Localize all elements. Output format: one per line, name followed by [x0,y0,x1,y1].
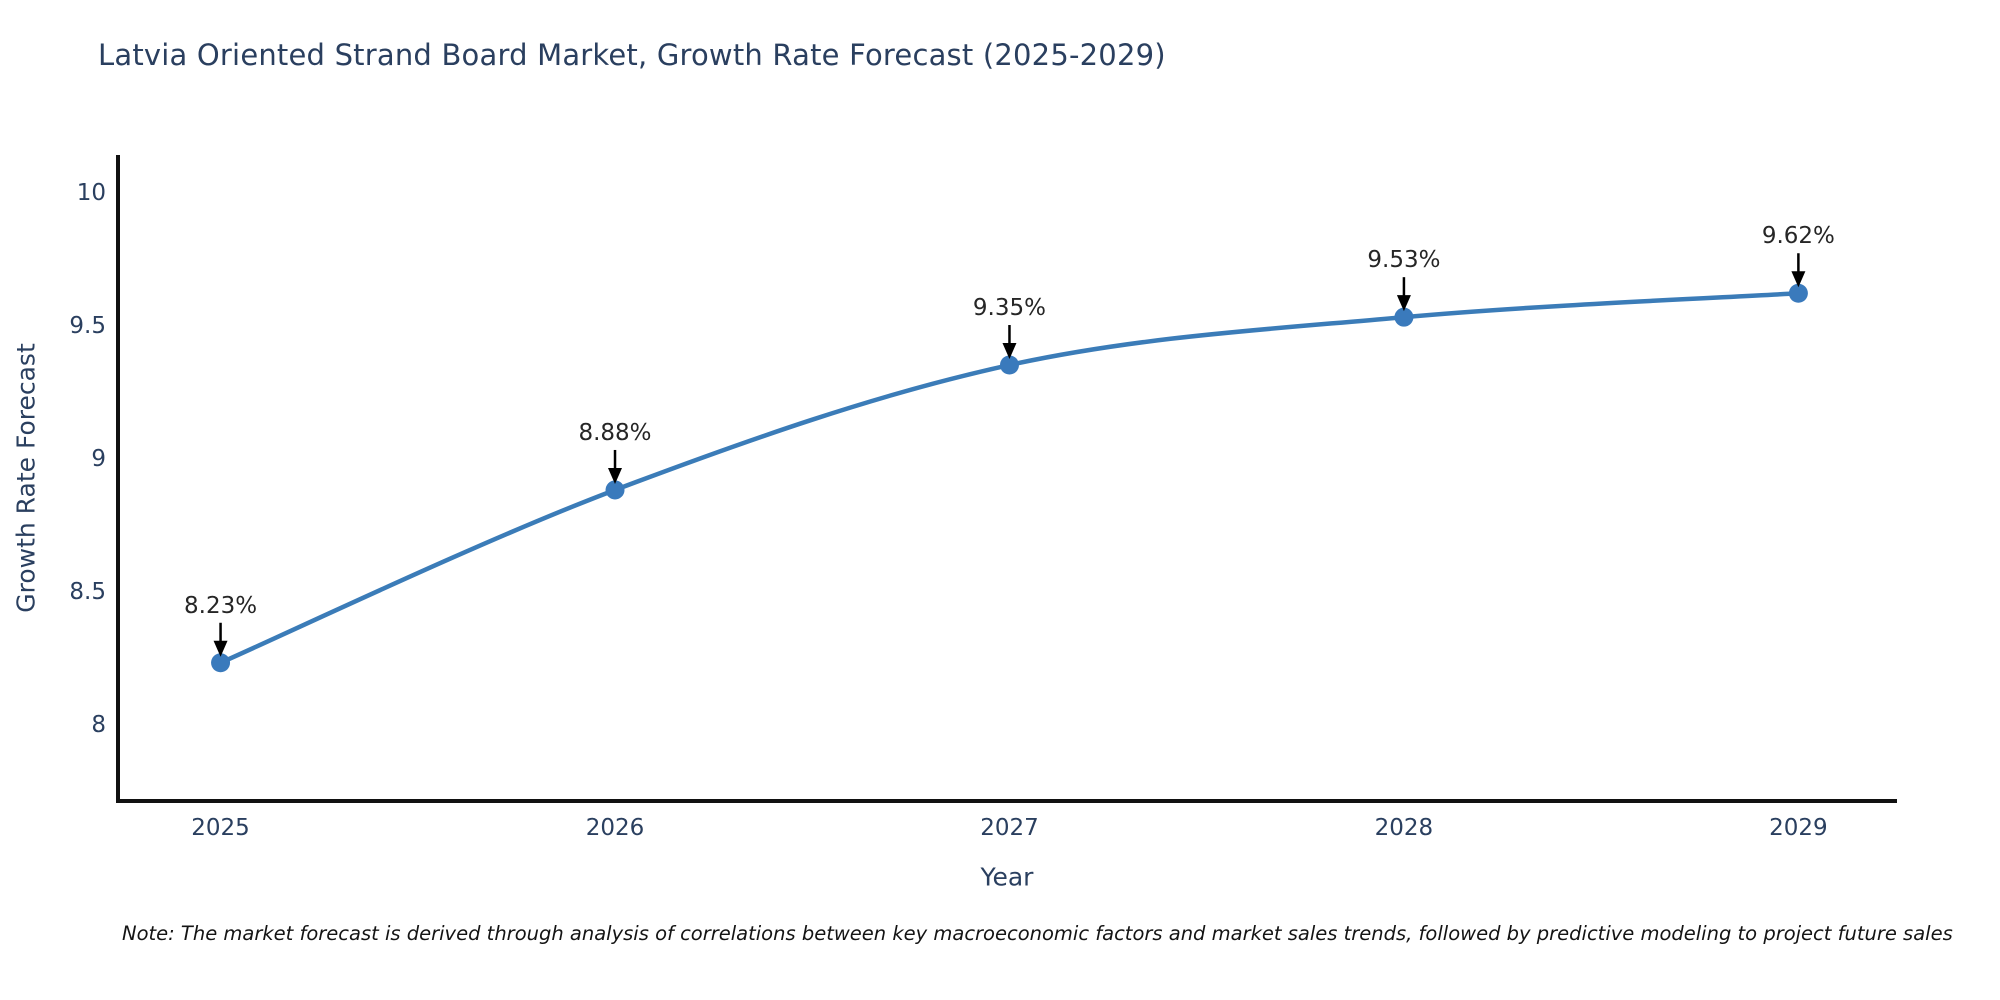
x-axis-label: Year [980,862,1034,892]
x-tick-label: 2029 [1769,815,1828,841]
data-point-marker [1788,283,1808,303]
chart-title: Latvia Oriented Strand Board Market, Gro… [98,38,1166,72]
annotation-arrow-head [213,640,228,657]
y-tick-label: 8 [91,712,106,738]
data-point-marker [1394,307,1414,327]
y-tick-label: 8.5 [69,579,106,605]
annotation-arrow-head [1396,295,1411,312]
x-tick-label: 2027 [980,815,1039,841]
data-point-label: 9.53% [1367,247,1440,273]
y-axis-label: Growth Rate Forecast [11,343,41,613]
y-tick-label: 9.5 [69,313,106,339]
x-tick-label: 2026 [586,815,645,841]
y-tick-label: 10 [77,180,106,206]
annotation-arrow-head [1002,343,1017,360]
data-point-marker [999,355,1019,375]
data-point-label: 9.35% [973,295,1046,321]
data-point-marker [605,480,625,500]
annotation-arrow-head [608,467,623,484]
x-tick-label: 2025 [191,815,250,841]
data-point-label: 9.62% [1762,223,1835,249]
data-point-label: 8.23% [184,593,257,619]
annotation-arrow-head [1791,271,1806,288]
footnote: Note: The market forecast is derived thr… [122,922,1953,945]
data-point-marker [211,653,231,673]
data-point-label: 8.88% [578,420,651,446]
y-tick-label: 9 [91,446,106,472]
x-tick-label: 2028 [1375,815,1434,841]
